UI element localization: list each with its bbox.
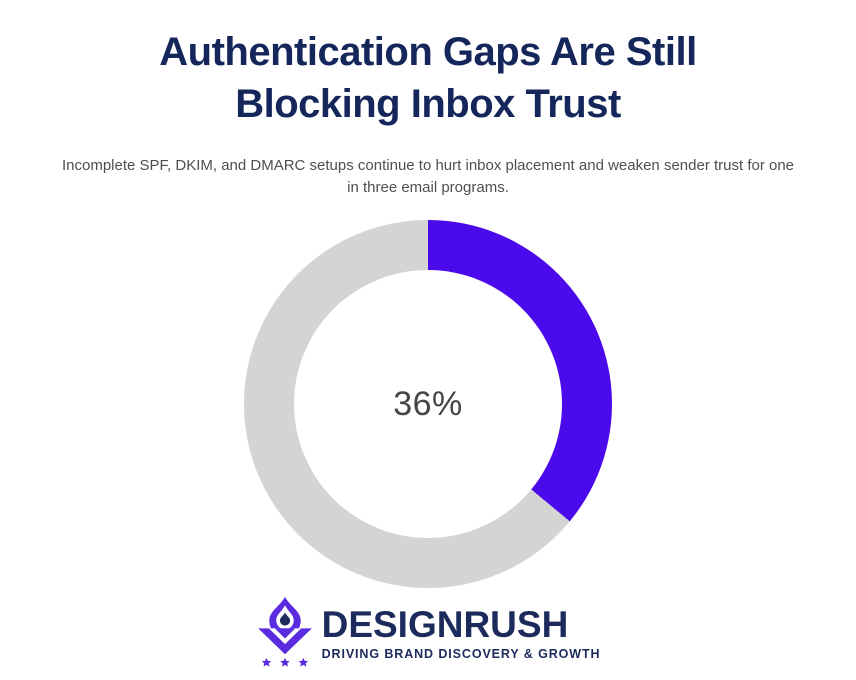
designrush-flame-icon [256,596,314,670]
donut-center-value: 36% [393,384,463,423]
page-title: Authentication Gaps Are Still Blocking I… [159,30,697,126]
designrush-wordmark: DESIGNRUSH DRIVING BRAND DISCOVERY & GRO… [321,596,601,662]
designrush-logo: DESIGNRUSH DRIVING BRAND DISCOVERY & GRO… [0,596,856,670]
brand-name: DESIGNRUSH [321,604,569,645]
donut-chart: 36% [244,220,612,588]
donut-hole: 36% [294,270,562,538]
brand-tagline: DRIVING BRAND DISCOVERY & GROWTH [321,647,601,661]
page-subtitle: Incomplete SPF, DKIM, and DMARC setups c… [61,157,795,196]
